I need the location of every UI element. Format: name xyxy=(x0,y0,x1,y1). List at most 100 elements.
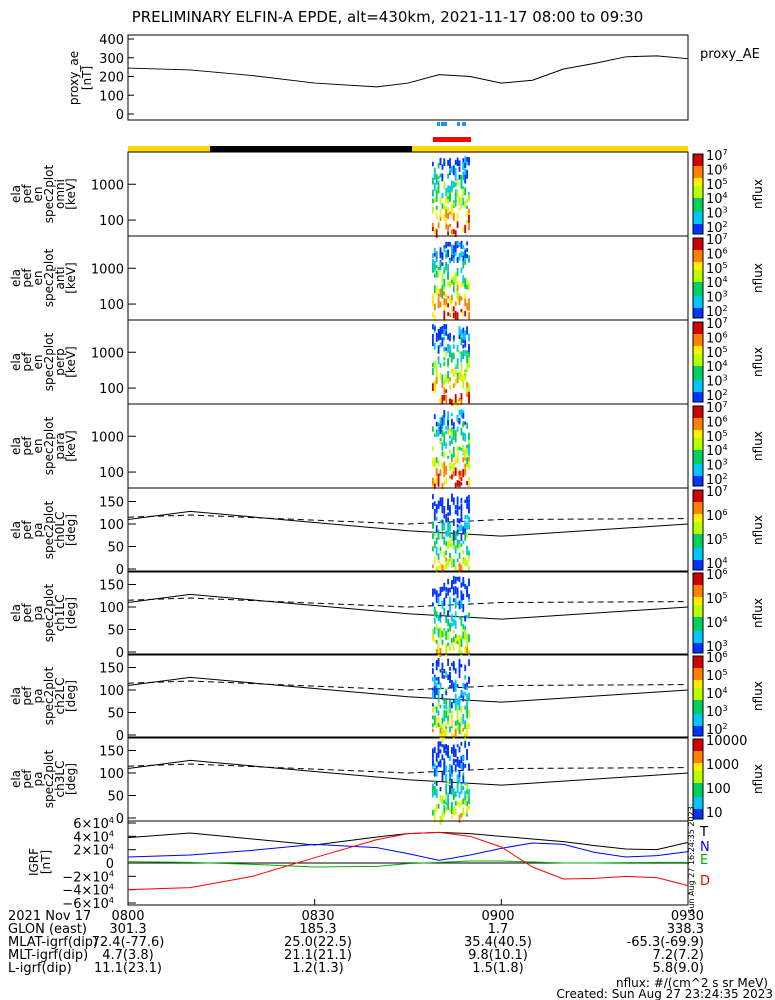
panel-1-spectro-cell xyxy=(452,181,455,188)
panel-6-cbar-tick-exp: 3 xyxy=(723,639,728,648)
igrf-ytick-label-base: 6×10 xyxy=(73,817,109,832)
panel-6-spectro-cell xyxy=(458,600,461,610)
panel-1-spectro-cell xyxy=(441,203,444,209)
panel-7-colorbar-step xyxy=(693,672,703,675)
panel-1-cbar-tick: 103 xyxy=(706,206,728,222)
panel-8-spectro-cell xyxy=(458,801,461,808)
panel-6-colorbar-step xyxy=(693,633,703,636)
panel-1-spectro-cell xyxy=(460,175,463,180)
panel-5-loss-cone xyxy=(127,510,689,537)
panel-1-colorbar-step xyxy=(693,216,703,219)
panel-6-spectro-cell xyxy=(439,615,442,623)
panel-6-colorbar-step xyxy=(693,599,703,602)
igrf-ytick-label-exp: 4 xyxy=(109,816,114,825)
panel-2-colorbar-step xyxy=(693,282,703,285)
panel-4-spectro-cell xyxy=(468,477,470,487)
panel-5-spectro-cell xyxy=(460,513,463,521)
panel-3-spectro-cell xyxy=(462,374,465,383)
panel-7-ytick-label: 100 xyxy=(99,684,124,699)
proxy-ae-frame xyxy=(127,34,689,121)
footer-created: Created: Sun Aug 27 23:24:35 2023 xyxy=(556,987,773,1000)
panel-4-colorbar-step xyxy=(693,456,703,459)
panel-2-colorbar-step xyxy=(693,280,703,283)
panel-2-spectro-cell xyxy=(447,303,449,308)
panel-7-spectro-cell xyxy=(462,727,465,732)
panel-1-colorbar-step xyxy=(693,180,703,183)
panel-4-spectro-cell xyxy=(468,439,470,445)
panel-4-spectro-cell xyxy=(447,455,449,459)
panel-8-colorbar-step xyxy=(693,795,703,798)
panel-8-spectro-cell xyxy=(460,813,463,818)
panel-8-spectro-cell xyxy=(445,773,448,782)
panel-7-spectro-cell xyxy=(454,682,457,686)
panel-3-spectro-cell xyxy=(451,399,453,406)
panel-2-spectro-cell xyxy=(443,310,446,320)
xaxis-row-label: 2021 Nov 17 xyxy=(8,909,91,924)
panel-5-colorbar-step xyxy=(693,530,703,533)
panel-4-spectro-cell xyxy=(468,456,470,461)
panel-8-spectro-cell xyxy=(441,775,444,782)
panel-6-cbar-tick-exp: 4 xyxy=(723,615,728,624)
panel-2-cbar-tick-base: 10 xyxy=(706,247,723,262)
panel-3-spectro-cell xyxy=(464,339,467,348)
panel-1-spectro-cell xyxy=(468,194,470,201)
panel-4-colorbar-step xyxy=(693,440,703,443)
panel-2-spectro-cell xyxy=(449,281,451,288)
panel-2-spectro-cell xyxy=(468,282,470,291)
panel-5-spectro-cell xyxy=(464,557,467,567)
panel-2-spectro-cell xyxy=(435,285,438,295)
panel-3-colorbar-step xyxy=(693,334,703,337)
panel-7-cbar-tick: 105 xyxy=(706,668,728,684)
panel-5-colorbar-step xyxy=(693,556,703,559)
panel-5-spectro-cell xyxy=(468,565,470,572)
panel-8-spectro-cell xyxy=(433,746,436,754)
panel-2-spectro-cell xyxy=(447,264,449,271)
panel-3-spectro-cell xyxy=(460,329,463,336)
panel-2-colorbar-step xyxy=(693,244,703,247)
panel-1-colorbar-step xyxy=(693,210,703,213)
panel-7-colorbar-step xyxy=(693,724,703,727)
panel-1-spectro-cell xyxy=(447,213,449,220)
panel-6-spectrogram xyxy=(432,575,470,657)
panel-8-colorbar-step xyxy=(693,811,703,814)
panel-4-spectro-cell xyxy=(449,475,451,479)
panel-8-spectro-cell xyxy=(449,755,451,762)
panel-8-spectro-cell xyxy=(447,804,449,810)
panel-5-colorbar-step xyxy=(693,552,703,555)
panel-8-spectro-cell xyxy=(456,780,459,789)
panel-8-spectro-cell xyxy=(451,771,453,777)
panel-7-spectro-cell xyxy=(437,722,440,728)
panel-8-spectro-cell xyxy=(449,775,451,779)
panel-5-spectro-cell xyxy=(456,558,459,563)
panel-4-spectro-cell xyxy=(441,451,444,457)
panel-5-colorbar-step xyxy=(693,554,703,557)
panel-8-spectro-cell xyxy=(435,803,438,812)
panel-4-spectro-cell xyxy=(460,470,463,477)
panel-2-spectro-cell xyxy=(433,262,436,270)
panel-3-spectro-cell xyxy=(449,332,451,342)
panel-4-spectro-cell xyxy=(452,422,455,429)
panel-5-spectro-cell xyxy=(447,517,449,522)
panel-8-spectro-cell xyxy=(447,798,449,807)
panel-8-spectro-cell xyxy=(454,800,457,806)
panel-3-spectro-cell xyxy=(447,349,449,353)
panel-4-spectro-cell xyxy=(452,463,455,469)
panel-4-spectro-cell xyxy=(454,482,457,488)
panel-7-cbar-tick: 102 xyxy=(706,722,728,738)
panel-7-spectro-cell xyxy=(445,671,448,678)
panel-1-spectro-cell xyxy=(441,164,444,170)
panel-3-spectro-cell xyxy=(466,331,468,335)
panel-8-colorbar-step xyxy=(693,755,703,758)
panel-5-spectro-cell xyxy=(441,497,444,504)
panel-2-spectro-cell xyxy=(433,252,436,257)
panel-5-spectro-cell xyxy=(458,539,461,546)
panel-6-spectro-cell xyxy=(432,602,434,606)
panel-3-spectro-cell xyxy=(435,377,438,381)
panel-2-spectro-cell xyxy=(439,301,442,308)
panel-4-spectro-cell xyxy=(435,457,438,464)
panel-7-spectro-cell xyxy=(460,717,463,727)
panel-1-spectro-cell xyxy=(456,213,459,222)
panel-6-spectro-cell xyxy=(451,623,453,627)
panel-3-spectro-cell xyxy=(432,367,434,376)
panel-7-spectro-cell xyxy=(435,682,438,690)
